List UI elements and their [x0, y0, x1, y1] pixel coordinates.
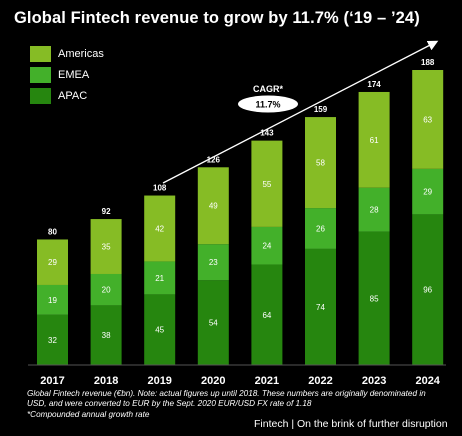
cagr-arrow: [162, 40, 439, 184]
x-tick-label: 2020: [201, 375, 225, 387]
bar-segment-emea: [358, 187, 390, 232]
bar-total-label: 174: [367, 80, 381, 89]
bar-total-label: 92: [102, 207, 111, 216]
bar-segment-value: 74: [316, 303, 325, 312]
bar-segment-value: 29: [423, 188, 432, 197]
bar-segment-value: 26: [316, 224, 325, 233]
x-tick-label: 2017: [40, 375, 64, 387]
legend-item-americas: Americas: [30, 43, 104, 64]
cagr-arrow-line: [162, 40, 439, 184]
x-tick-label: 2024: [415, 375, 440, 387]
bar-segment-americas: [90, 219, 122, 274]
x-axis-labels: 2017 2018 2019 2020 2021 2022 2023 2024: [40, 375, 441, 387]
legend-item-apac: APAC: [30, 85, 104, 106]
footnote-line: Global Fintech revenue (€bn). Note: actu…: [27, 389, 426, 398]
bar-segment-americas: [251, 140, 283, 227]
footnote-line: USD, and were converted to EUR by the Se…: [27, 399, 312, 409]
bar-segment-apac: [144, 294, 176, 365]
bar-segment-apac: [90, 305, 122, 365]
bar-segment-value: 19: [48, 296, 57, 305]
bar-total-label: 126: [207, 155, 221, 164]
x-tick-label: 2021: [255, 375, 279, 387]
bar-segment-value: 28: [370, 206, 379, 215]
bar-segment-value: 85: [370, 294, 379, 303]
cagr-label: CAGR*: [253, 84, 283, 94]
footer-text: Fintech | On the brink of further disrup…: [254, 418, 448, 430]
bar-segment-value: 96: [423, 286, 432, 295]
legend-swatch: [30, 45, 51, 62]
chart-legend: Americas EMEA APAC: [30, 43, 104, 106]
bar-segment-emea: [251, 226, 283, 265]
bar-segment-apac: [197, 280, 229, 365]
bar-segment-americas: [197, 167, 229, 245]
footnote: Global Fintech revenue (€bn). Note: actu…: [27, 389, 447, 420]
bar-total-label: 159: [314, 105, 328, 114]
cagr-value: 11.7%: [255, 100, 280, 110]
bar-segment-apac: [251, 264, 283, 365]
bar-segment-emea: [197, 244, 229, 281]
bar-segment-value: 42: [155, 224, 164, 233]
bar-total-label: 108: [153, 184, 167, 193]
bar-segment-value: 21: [155, 274, 164, 283]
bar-segment-value: 24: [262, 242, 271, 251]
x-tick-label: 2023: [362, 375, 386, 387]
bar-segment-emea: [412, 168, 444, 215]
bar-segment-americas: [358, 91, 390, 188]
legend-item-emea: EMEA: [30, 64, 104, 85]
bar-segment-apac: [305, 248, 336, 365]
bar-segment-apac: [37, 314, 68, 365]
footnote-line: *Compounded annual growth rate: [27, 409, 150, 419]
cagr-badge: [238, 95, 298, 113]
bar-segment-value: 20: [102, 286, 111, 295]
bar-segment-value: 61: [370, 136, 379, 145]
legend-swatch: [30, 66, 51, 83]
bars-group: 32 19 29 80 38 20 35 92 45 21 42 108 54 23 49 126 64 24 55…: [37, 58, 444, 365]
bar-total-label: 143: [260, 129, 274, 138]
bar-segment-value: 49: [209, 202, 218, 211]
bar-segment-value: 55: [262, 180, 271, 189]
bar-segment-value: 54: [209, 319, 218, 328]
legend-label: APAC: [58, 89, 88, 102]
bar-segment-value: 64: [262, 311, 271, 320]
bar-segment-americas: [305, 117, 336, 209]
bar-segment-emea: [305, 208, 336, 249]
x-tick-label: 2018: [94, 375, 118, 387]
legend-swatch: [30, 87, 51, 104]
bar-segment-apac: [358, 231, 390, 365]
bar-segment-value: 29: [48, 258, 57, 267]
bar-segment-americas: [144, 195, 176, 262]
bar-segment-value: 23: [209, 258, 218, 267]
bar-segment-americas: [37, 239, 68, 285]
bar-segment-value: 58: [316, 159, 325, 168]
chart-title: Global Fintech revenue to grow by 11.7% …: [14, 9, 420, 27]
bar-segment-value: 45: [155, 326, 164, 335]
x-tick-label: 2019: [147, 375, 171, 387]
bar-total-label: 80: [48, 227, 57, 236]
bar-segment-americas: [412, 70, 444, 169]
legend-label: Americas: [58, 47, 104, 60]
bar-total-label: 188: [421, 58, 435, 67]
legend-label: EMEA: [58, 68, 90, 81]
bar-segment-emea: [144, 261, 176, 295]
bar-segment-value: 38: [102, 331, 111, 340]
bar-segment-value: 35: [102, 243, 111, 252]
bar-segment-value: 32: [48, 336, 57, 345]
bar-segment-apac: [412, 214, 444, 365]
bar-segment-value: 63: [423, 115, 432, 124]
bar-segment-emea: [37, 284, 68, 315]
x-tick-label: 2022: [308, 375, 332, 387]
bar-segment-emea: [90, 273, 122, 306]
